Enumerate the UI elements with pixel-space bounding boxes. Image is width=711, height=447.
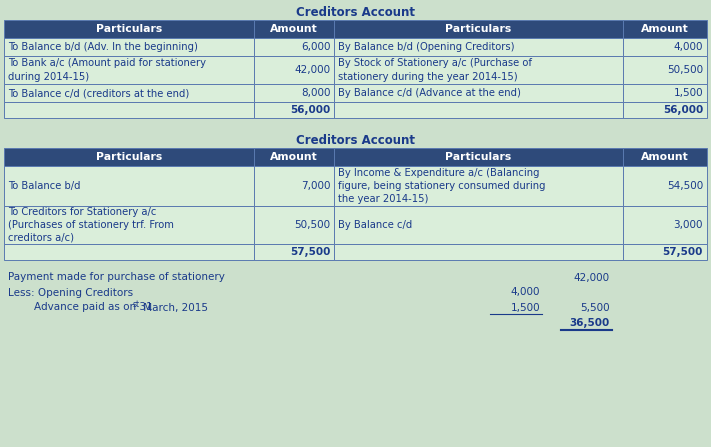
Text: 7,000: 7,000 (301, 181, 331, 191)
Text: 57,500: 57,500 (663, 247, 703, 257)
Bar (623, 56, 707, 84)
Bar (334, 38, 623, 56)
Text: 5,500: 5,500 (580, 303, 610, 312)
Text: 42,000: 42,000 (294, 65, 331, 75)
Text: 6,000: 6,000 (301, 42, 331, 52)
Text: 57,500: 57,500 (290, 247, 331, 257)
Text: figure, being stationery consumed during: figure, being stationery consumed during (338, 181, 546, 191)
Bar (4, 20, 254, 38)
Bar (254, 244, 334, 260)
Bar (623, 102, 707, 118)
Text: the year 2014-15): the year 2014-15) (338, 194, 429, 204)
Bar (623, 38, 707, 56)
Text: 50,500: 50,500 (667, 65, 703, 75)
Text: stationery during the year 2014-15): stationery during the year 2014-15) (338, 72, 518, 82)
Text: 50,500: 50,500 (294, 220, 331, 230)
Bar (334, 56, 623, 84)
Text: Advance paid as on 31: Advance paid as on 31 (8, 303, 153, 312)
Bar (4, 84, 254, 102)
Text: Amount: Amount (270, 152, 318, 162)
Text: Particulars: Particulars (96, 152, 162, 162)
Bar (334, 148, 623, 166)
Text: By Balance c/d: By Balance c/d (338, 220, 412, 230)
Text: Amount: Amount (641, 24, 689, 34)
Bar (334, 84, 623, 102)
Text: Creditors Account: Creditors Account (296, 5, 415, 18)
Text: during 2014-15): during 2014-15) (8, 72, 89, 82)
Text: (Purchases of stationery trf. From: (Purchases of stationery trf. From (8, 220, 174, 230)
Text: creditors a/c): creditors a/c) (8, 233, 74, 243)
Bar (4, 166, 254, 206)
Text: By Balance b/d (Opening Creditors): By Balance b/d (Opening Creditors) (338, 42, 515, 52)
Text: Particulars: Particulars (445, 152, 512, 162)
Text: To Balance b/d (Adv. In the beginning): To Balance b/d (Adv. In the beginning) (8, 42, 198, 52)
Bar (334, 206, 623, 244)
Text: 56,000: 56,000 (290, 105, 331, 115)
Text: Payment made for purchase of stationery: Payment made for purchase of stationery (8, 273, 225, 283)
Text: 8,000: 8,000 (301, 88, 331, 98)
Bar (334, 244, 623, 260)
Text: 36,500: 36,500 (570, 317, 610, 328)
Text: 1,500: 1,500 (673, 88, 703, 98)
Text: By Stock of Stationery a/c (Purchase of: By Stock of Stationery a/c (Purchase of (338, 58, 533, 68)
Text: Less: Opening Creditors: Less: Opening Creditors (8, 287, 133, 298)
Text: Creditors Account: Creditors Account (296, 134, 415, 147)
Text: 4,000: 4,000 (510, 287, 540, 298)
Bar (623, 244, 707, 260)
Bar (334, 102, 623, 118)
Text: To Balance b/d: To Balance b/d (8, 181, 80, 191)
Text: Amount: Amount (641, 152, 689, 162)
Bar (254, 38, 334, 56)
Text: 3,000: 3,000 (673, 220, 703, 230)
Text: To Bank a/c (Amount paid for stationery: To Bank a/c (Amount paid for stationery (8, 58, 206, 68)
Bar (334, 20, 623, 38)
Text: To Balance c/d (creditors at the end): To Balance c/d (creditors at the end) (8, 88, 189, 98)
Text: By Balance c/d (Advance at the end): By Balance c/d (Advance at the end) (338, 88, 521, 98)
Bar (623, 166, 707, 206)
Text: 56,000: 56,000 (663, 105, 703, 115)
Text: March, 2015: March, 2015 (139, 303, 208, 312)
Text: 42,000: 42,000 (574, 273, 610, 283)
Bar (254, 102, 334, 118)
Text: Amount: Amount (270, 24, 318, 34)
Bar (254, 166, 334, 206)
Bar (254, 148, 334, 166)
Bar (4, 206, 254, 244)
Bar (254, 84, 334, 102)
Bar (254, 56, 334, 84)
Text: To Creditors for Stationery a/c: To Creditors for Stationery a/c (8, 207, 156, 217)
Bar (623, 206, 707, 244)
Bar (334, 166, 623, 206)
Bar (254, 20, 334, 38)
Text: 4,000: 4,000 (673, 42, 703, 52)
Text: By Income & Expenditure a/c (Balancing: By Income & Expenditure a/c (Balancing (338, 168, 540, 177)
Bar (623, 20, 707, 38)
Text: 54,500: 54,500 (667, 181, 703, 191)
Bar (4, 148, 254, 166)
Bar (623, 148, 707, 166)
Bar (4, 244, 254, 260)
Bar (4, 56, 254, 84)
Bar (4, 102, 254, 118)
Text: 1,500: 1,500 (510, 303, 540, 312)
Text: Particulars: Particulars (445, 24, 512, 34)
Bar (623, 84, 707, 102)
Text: Particulars: Particulars (96, 24, 162, 34)
Bar (254, 206, 334, 244)
Text: st: st (133, 300, 140, 309)
Bar (4, 38, 254, 56)
